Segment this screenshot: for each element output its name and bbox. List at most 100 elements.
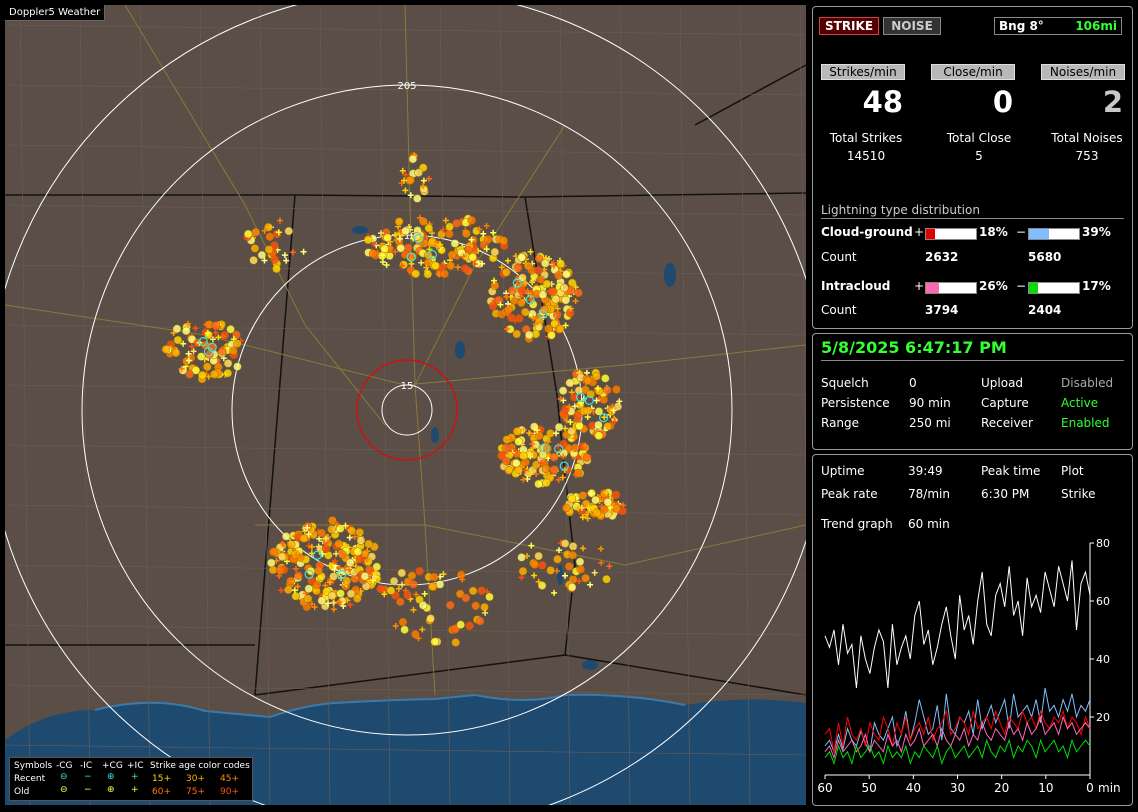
strike-marker — [465, 621, 474, 631]
strike-marker — [330, 599, 337, 606]
strike-marker — [380, 244, 389, 254]
window-title: Doppler5 Weather — [5, 5, 106, 21]
plot-value[interactable]: Strike — [1061, 487, 1096, 501]
strike-marker — [363, 557, 373, 566]
strike-marker — [488, 301, 498, 311]
strike-marker — [477, 586, 486, 595]
strike-marker — [459, 576, 466, 583]
strike-tab[interactable]: STRIKE — [819, 17, 879, 35]
strike-marker — [204, 330, 211, 337]
strike-marker — [512, 458, 521, 468]
legend-row-old: Old — [14, 787, 30, 797]
strike-marker — [562, 503, 571, 513]
strike-marker — [517, 253, 527, 262]
recent-strike-marker — [559, 461, 569, 471]
strikes-per-min-value: 48 — [862, 85, 903, 119]
close-per-min-value: 0 — [992, 85, 1013, 119]
ic-minus-sign: − — [1016, 279, 1027, 293]
strike-marker — [538, 460, 544, 467]
strike-marker — [442, 217, 449, 224]
close-per-min-label: Close/min — [931, 64, 1015, 80]
strike-marker — [523, 261, 533, 271]
strike-marker — [536, 275, 545, 284]
strike-marker — [543, 255, 549, 261]
strike-marker — [211, 321, 221, 330]
age-code-60: 60+ — [152, 787, 171, 797]
strike-marker — [180, 340, 187, 347]
strike-marker — [591, 495, 600, 505]
strike-marker — [392, 248, 399, 255]
strike-marker — [504, 466, 514, 475]
strike-marker — [562, 425, 569, 432]
lake — [455, 341, 465, 359]
strike-marker — [599, 505, 609, 514]
ic-count-label: Count — [821, 303, 857, 317]
legend-row-recent: Recent — [14, 774, 46, 784]
strike-marker — [326, 562, 333, 569]
strike-marker — [460, 264, 470, 273]
strike-marker — [603, 385, 612, 395]
strike-marker — [396, 244, 406, 253]
strike-marker — [504, 305, 513, 314]
range-ring — [381, 384, 433, 436]
noise-tab[interactable]: NOISE — [883, 17, 941, 35]
strike-marker — [504, 326, 511, 332]
strike-marker — [562, 572, 568, 579]
strike-marker — [409, 580, 418, 589]
state-border — [5, 192, 806, 198]
strike-marker — [534, 479, 543, 489]
recent-strike-marker — [198, 337, 208, 347]
strike-marker — [351, 533, 358, 540]
total-strikes-value: 14510 — [846, 149, 886, 163]
strike-marker — [356, 536, 366, 545]
strike-marker — [299, 534, 309, 543]
strike-marker — [467, 216, 476, 225]
ic-positive-bar — [925, 282, 977, 294]
squelch-value: 0 — [909, 376, 917, 390]
strike-marker — [322, 535, 329, 542]
strike-marker — [571, 435, 578, 442]
strike-marker — [445, 222, 454, 232]
strike-marker — [610, 407, 617, 414]
lake — [582, 660, 598, 670]
strike-marker — [325, 600, 331, 607]
strike-marker — [576, 564, 585, 574]
strike-marker — [551, 294, 561, 304]
strike-marker — [573, 410, 582, 420]
strike-marker — [411, 630, 420, 639]
strike-marker — [305, 542, 312, 549]
range-ring — [81, 84, 733, 736]
strike-marker — [565, 562, 574, 571]
peak-time-label: Peak time — [981, 464, 1041, 478]
age-code-30: 30+ — [186, 774, 205, 784]
strike-marker — [451, 638, 460, 647]
strike-marker — [559, 474, 566, 481]
county-line — [5, 684, 806, 696]
strike-marker — [411, 269, 420, 279]
strike-marker — [406, 175, 415, 185]
strike-marker — [601, 414, 608, 421]
strike-marker — [364, 539, 373, 549]
strike-marker — [446, 261, 455, 270]
strike-marker — [562, 322, 569, 329]
trend-label: Trend graph — [821, 517, 893, 531]
map-canvas[interactable]: 205 110 15 — [5, 5, 806, 805]
distance-value: 106mi — [1075, 19, 1117, 33]
strike-marker — [521, 307, 530, 317]
uptime-value: 39:49 — [908, 464, 943, 478]
strike-marker — [178, 365, 185, 372]
strike-marker — [553, 554, 562, 564]
recent-strike-marker — [554, 444, 564, 454]
total-noises-label: Total Noises — [1051, 131, 1123, 145]
strike-marker — [267, 558, 276, 568]
strike-marker — [192, 325, 199, 332]
close-range-ring — [356, 359, 458, 461]
cg-plus-sign: + — [914, 225, 925, 239]
strike-marker — [574, 386, 584, 395]
strike-marker — [574, 288, 583, 298]
intracloud-label: Intracloud — [821, 279, 891, 293]
lightning-map[interactable]: 205 110 15 Doppler5 Weather Symbols -CG -I… — [5, 5, 806, 805]
stats-panel: Uptime 39:49 Peak time Plot Peak rate 78… — [812, 454, 1133, 806]
strike-marker — [281, 252, 288, 259]
strike-marker — [461, 593, 471, 603]
